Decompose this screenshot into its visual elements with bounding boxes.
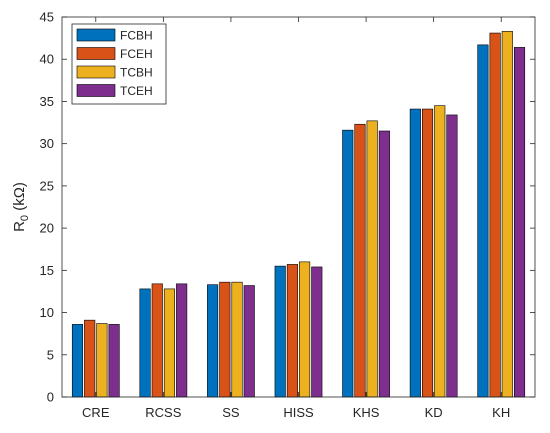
y-tick-label: 0 <box>47 390 54 405</box>
bar-tceh-hiss <box>311 266 323 398</box>
bar-fceh-khs <box>354 123 366 398</box>
y-tick-label: 25 <box>40 178 54 193</box>
bar-fceh-cre <box>84 319 96 398</box>
y-tick-label: 45 <box>40 10 54 25</box>
bar-fcbh-rcss <box>139 288 151 398</box>
bar-fceh-rcss <box>151 283 163 398</box>
bar-tceh-kd <box>446 114 458 398</box>
y-tick-label: 15 <box>40 263 54 278</box>
legend: FCBH FCEH TCBH TCEH <box>71 23 167 105</box>
y-tick-label: 20 <box>40 221 54 236</box>
y-axis-label: R0 (kΩ) <box>11 182 31 232</box>
bar-fcbh-cre <box>71 324 84 398</box>
y-axis-label-main: R <box>11 221 28 232</box>
bar-tcbh-cre <box>96 323 108 398</box>
y-axis-label-subscript: 0 <box>19 215 31 221</box>
bar-fceh-hiss <box>286 264 298 398</box>
x-tick-label: KH <box>492 405 510 420</box>
bar-fceh-kh <box>489 32 501 398</box>
y-axis: 0 5 10 15 20 25 30 35 40 45 <box>40 10 535 405</box>
y-tick-label: 35 <box>40 94 54 109</box>
y-tick-label: 5 <box>47 347 54 362</box>
x-tick-label: RCSS <box>145 405 181 420</box>
bar-tceh-kh <box>513 47 526 398</box>
y-tick-label: 40 <box>40 52 54 67</box>
bar-fcbh-kd <box>409 108 421 398</box>
y-tick-label: 30 <box>40 136 54 151</box>
bar-fcbh-khs <box>342 129 354 398</box>
bar-fceh-kd <box>421 108 434 398</box>
bar-fcbh-ss <box>207 284 219 398</box>
legend-label-tceh: TCEH <box>120 84 153 98</box>
legend-label-tcbh: TCBH <box>120 66 153 80</box>
bar-tcbh-hiss <box>299 261 311 398</box>
bar-tceh-khs <box>378 130 390 398</box>
x-tick-label: KHS <box>353 405 380 420</box>
bar-tceh-rcss <box>176 283 188 398</box>
bar-fcbh-kh <box>477 44 489 398</box>
bar-tceh-cre <box>108 324 120 398</box>
x-tick-label: CRE <box>82 405 110 420</box>
bar-tcbh-kh <box>501 31 513 398</box>
legend-swatch-fcbh <box>76 28 116 42</box>
bar-tcbh-khs <box>366 120 378 398</box>
bar-tcbh-kd <box>434 105 446 398</box>
x-tick-label: KD <box>425 405 443 420</box>
bar-fceh-ss <box>219 281 231 398</box>
legend-swatch-tcbh <box>76 65 116 79</box>
y-axis-label-unit: (kΩ) <box>11 182 28 215</box>
legend-label-fceh: FCEH <box>120 47 153 61</box>
bar-tcbh-rcss <box>163 288 176 398</box>
plot-area-frame <box>61 16 536 398</box>
legend-label-fcbh: FCBH <box>120 29 153 43</box>
bar-tcbh-ss <box>231 281 243 398</box>
x-tick-label: SS <box>222 405 240 420</box>
legend-swatch-fceh <box>76 47 116 60</box>
bar-fcbh-hiss <box>274 265 286 398</box>
bar-tceh-ss <box>243 285 255 398</box>
x-axis: CRE RCSS SS HISS KHS KD KH <box>82 17 510 420</box>
x-tick-label: HISS <box>283 405 314 420</box>
y-tick-label: 10 <box>40 305 54 320</box>
legend-swatch-tceh <box>76 84 116 97</box>
